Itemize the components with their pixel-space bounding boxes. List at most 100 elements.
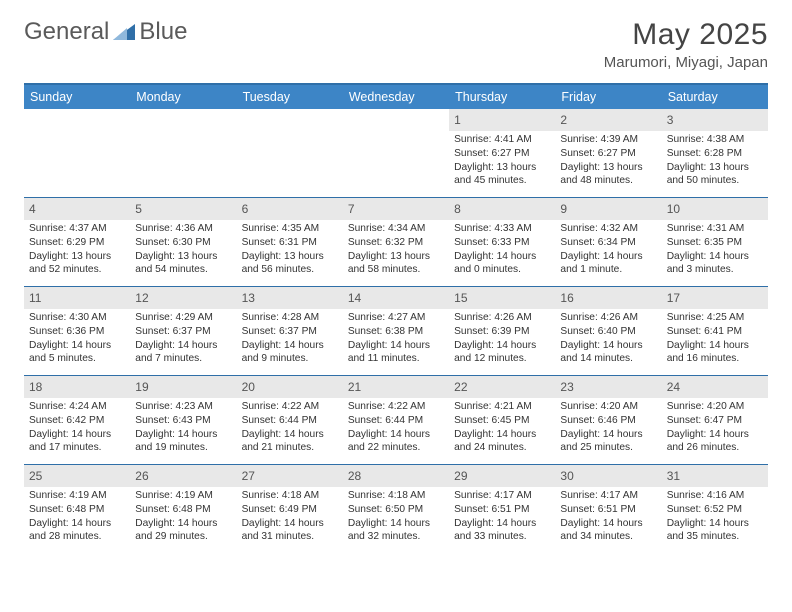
daylight-text: Daylight: 14 hours and 25 minutes. [560,428,656,456]
header: General Blue May 2025 Marumori, Miyagi, … [24,18,768,71]
day-info: Sunrise: 4:28 AMSunset: 6:37 PMDaylight:… [242,311,338,366]
daylight-text: Daylight: 14 hours and 21 minutes. [242,428,338,456]
day-info: Sunrise: 4:41 AMSunset: 6:27 PMDaylight:… [454,133,550,188]
day-number-bar: 30 [555,465,661,487]
day-number-bar: 31 [662,465,768,487]
calendar-cell: 24 Sunrise: 4:20 AMSunset: 6:47 PMDayligh… [662,376,768,464]
day-number: 13 [242,291,255,305]
daylight-text: Daylight: 13 hours and 54 minutes. [135,250,231,278]
day-number-bar: 4 [24,198,130,220]
day-info: Sunrise: 4:20 AMSunset: 6:46 PMDaylight:… [560,400,656,455]
sunset-text: Sunset: 6:44 PM [348,414,444,428]
day-number-bar: 7 [343,198,449,220]
day-info: Sunrise: 4:26 AMSunset: 6:40 PMDaylight:… [560,311,656,366]
day-number: 28 [348,469,361,483]
day-number: 14 [348,291,361,305]
sunset-text: Sunset: 6:32 PM [348,236,444,250]
day-number: 18 [29,380,42,394]
sunrise-text: Sunrise: 4:26 AM [560,311,656,325]
dow-monday: Monday [130,85,236,109]
day-info: Sunrise: 4:35 AMSunset: 6:31 PMDaylight:… [242,222,338,277]
calendar-cell: 22Sunrise: 4:21 AMSunset: 6:45 PMDayligh… [449,376,555,464]
calendar-week: 25Sunrise: 4:19 AMSunset: 6:48 PMDayligh… [24,464,768,553]
sail-icon [113,22,137,42]
day-info: Sunrise: 4:38 AMSunset: 6:28 PMDaylight:… [667,133,763,188]
daylight-text: Daylight: 14 hours and 33 minutes. [454,517,550,545]
calendar-cell: 20Sunrise: 4:22 AMSunset: 6:44 PMDayligh… [237,376,343,464]
sunset-text: Sunset: 6:41 PM [667,325,763,339]
sunrise-text: Sunrise: 4:36 AM [135,222,231,236]
daylight-text: Daylight: 14 hours and 5 minutes. [29,339,125,367]
calendar-cell: 7Sunrise: 4:34 AMSunset: 6:32 PMDaylight… [343,198,449,286]
day-info: Sunrise: 4:20 AMSunset: 6:47 PMDaylight:… [667,400,763,455]
day-number: 16 [560,291,573,305]
day-number-bar: 26 [130,465,236,487]
sunrise-text: Sunrise: 4:24 AM [29,400,125,414]
calendar-cell: 30Sunrise: 4:17 AMSunset: 6:51 PMDayligh… [555,465,661,553]
daylight-text: Daylight: 13 hours and 45 minutes. [454,161,550,189]
day-number: 19 [135,380,148,394]
daylight-text: Daylight: 14 hours and 14 minutes. [560,339,656,367]
dow-saturday: Saturday [662,85,768,109]
calendar: Sunday Monday Tuesday Wednesday Thursday… [24,83,768,553]
daylight-text: Daylight: 14 hours and 22 minutes. [348,428,444,456]
day-number-bar: 2 [555,109,661,131]
day-number: 2 [560,113,567,127]
daylight-text: Daylight: 14 hours and 16 minutes. [667,339,763,367]
day-number: 24 [667,380,680,394]
dow-wednesday: Wednesday [343,85,449,109]
calendar-cell: 10Sunrise: 4:31 AMSunset: 6:35 PMDayligh… [662,198,768,286]
calendar-cell: 9Sunrise: 4:32 AMSunset: 6:34 PMDaylight… [555,198,661,286]
day-number: 31 [667,469,680,483]
calendar-cell: 4Sunrise: 4:37 AMSunset: 6:29 PMDaylight… [24,198,130,286]
daylight-text: Daylight: 13 hours and 48 minutes. [560,161,656,189]
calendar-cell: 2Sunrise: 4:39 AMSunset: 6:27 PMDaylight… [555,109,661,197]
calendar-cell [130,109,236,197]
dow-tuesday: Tuesday [237,85,343,109]
day-number-bar: 11 [24,287,130,309]
daylight-text: Daylight: 14 hours and 24 minutes. [454,428,550,456]
calendar-cell: 5Sunrise: 4:36 AMSunset: 6:30 PMDaylight… [130,198,236,286]
sunrise-text: Sunrise: 4:19 AM [135,489,231,503]
sunrise-text: Sunrise: 4:18 AM [242,489,338,503]
day-info: Sunrise: 4:23 AMSunset: 6:43 PMDaylight:… [135,400,231,455]
sunrise-text: Sunrise: 4:37 AM [29,222,125,236]
calendar-cell: 18Sunrise: 4:24 AMSunset: 6:42 PMDayligh… [24,376,130,464]
sunrise-text: Sunrise: 4:29 AM [135,311,231,325]
day-number-bar: 10 [662,198,768,220]
day-number-bar: 13 [237,287,343,309]
daylight-text: Daylight: 14 hours and 0 minutes. [454,250,550,278]
day-number-bar: 19 [130,376,236,398]
calendar-cell [343,109,449,197]
day-number-bar: 6 [237,198,343,220]
daylight-text: Daylight: 14 hours and 28 minutes. [29,517,125,545]
calendar-cell: 27Sunrise: 4:18 AMSunset: 6:49 PMDayligh… [237,465,343,553]
day-number-bar: 29 [449,465,555,487]
day-info: Sunrise: 4:34 AMSunset: 6:32 PMDaylight:… [348,222,444,277]
day-info: Sunrise: 4:26 AMSunset: 6:39 PMDaylight:… [454,311,550,366]
sunrise-text: Sunrise: 4:27 AM [348,311,444,325]
calendar-cell: 1Sunrise: 4:41 AMSunset: 6:27 PMDaylight… [449,109,555,197]
daylight-text: Daylight: 14 hours and 35 minutes. [667,517,763,545]
brand-word-blue: Blue [139,18,187,46]
day-number-bar: 16 [555,287,661,309]
sunrise-text: Sunrise: 4:18 AM [348,489,444,503]
sunset-text: Sunset: 6:48 PM [29,503,125,517]
calendar-week: 11Sunrise: 4:30 AMSunset: 6:36 PMDayligh… [24,286,768,375]
day-info: Sunrise: 4:37 AMSunset: 6:29 PMDaylight:… [29,222,125,277]
sunrise-text: Sunrise: 4:33 AM [454,222,550,236]
sunset-text: Sunset: 6:37 PM [242,325,338,339]
sunset-text: Sunset: 6:37 PM [135,325,231,339]
sunrise-text: Sunrise: 4:30 AM [29,311,125,325]
sunset-text: Sunset: 6:44 PM [242,414,338,428]
calendar-cell [24,109,130,197]
day-info: Sunrise: 4:22 AMSunset: 6:44 PMDaylight:… [348,400,444,455]
calendar-cell: 16 Sunrise: 4:26 AMSunset: 6:40 PMDayligh… [555,287,661,375]
day-info: Sunrise: 4:29 AMSunset: 6:37 PMDaylight:… [135,311,231,366]
daylight-text: Daylight: 13 hours and 58 minutes. [348,250,444,278]
sunset-text: Sunset: 6:50 PM [348,503,444,517]
calendar-cell: 15Sunrise: 4:26 AMSunset: 6:39 PMDayligh… [449,287,555,375]
daylight-text: Daylight: 14 hours and 11 minutes. [348,339,444,367]
day-number-bar: 15 [449,287,555,309]
day-number-bar: 5 [130,198,236,220]
